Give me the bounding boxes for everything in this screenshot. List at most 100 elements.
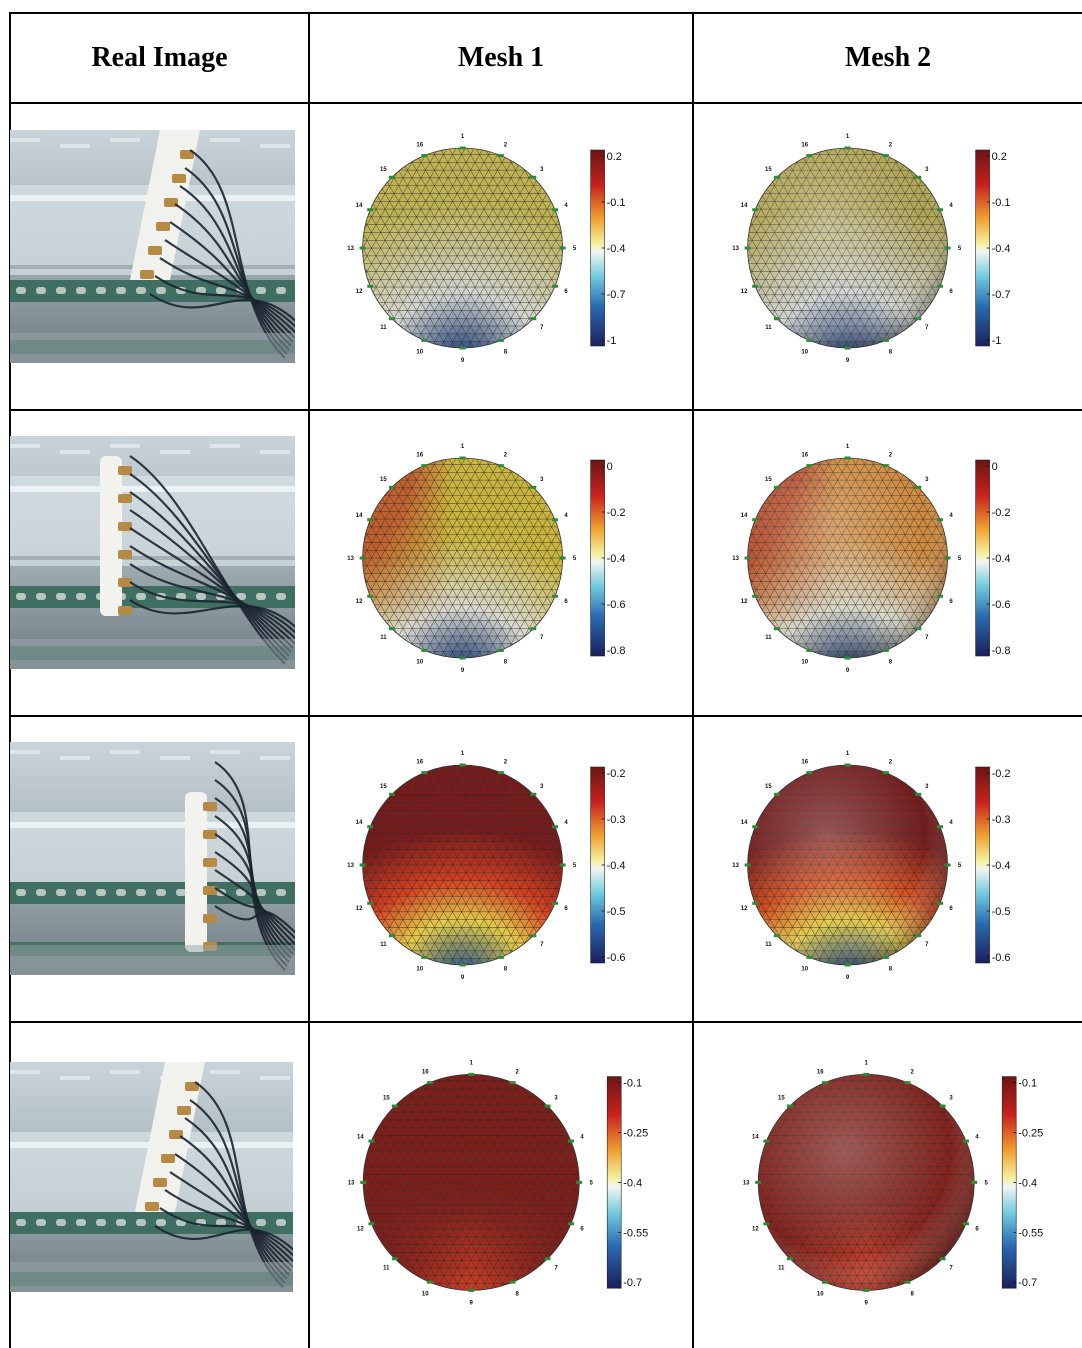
electrode-marker	[567, 1222, 574, 1226]
row-3-mesh-1: 1 2 3 4 5 6 7 8 9 10 11 12 13 14 15 16 -0.2 -0.3 -0.4 -0.5-…	[325, 735, 645, 985]
electrode-label: 11	[778, 1265, 785, 1271]
electrode-label: 7	[925, 635, 929, 641]
electrode-marker	[530, 792, 537, 796]
electrode-marker	[773, 792, 780, 796]
electrode-label: 13	[743, 1180, 750, 1186]
electrode-marker	[752, 208, 759, 212]
colorbar-tick-label: -0.5	[992, 906, 1011, 918]
electrode-marker	[971, 1180, 978, 1184]
electrode-label: 4	[975, 1134, 979, 1140]
mesh-triangles	[362, 765, 563, 965]
electrode-marker	[551, 208, 558, 212]
electrode-marker	[388, 627, 395, 631]
electrode-label: 16	[422, 1070, 429, 1076]
electrode-label: 12	[752, 1226, 759, 1232]
electrode-marker	[806, 648, 813, 652]
electrode-label: 15	[765, 477, 772, 483]
electrode-marker	[359, 556, 366, 560]
electrode-marker	[509, 1081, 516, 1085]
electrode-marker	[497, 955, 504, 959]
electrode-label: 2	[504, 453, 508, 459]
electrode-marker	[752, 284, 759, 288]
colorbar-tick-label: -1	[992, 335, 1002, 347]
electrode-label: 3	[949, 1096, 953, 1102]
electrode-marker	[388, 792, 395, 796]
electrode-marker	[882, 464, 889, 468]
electrode-marker	[360, 1180, 367, 1184]
colorbar-tick-label: -0.2	[992, 768, 1011, 780]
electrode-marker	[806, 338, 813, 342]
electrode-label: 6	[949, 289, 953, 295]
electrode-marker	[551, 518, 558, 522]
mesh-plot: 12345678910111213141516-0.1-0.25-0.4-0.5…	[743, 1060, 1043, 1306]
electrode-marker	[882, 955, 889, 959]
colorbar-tick-label: -0.4	[607, 243, 626, 255]
electrode-label: 12	[356, 906, 363, 912]
row-2-mesh-2: 1 2 3 4 5 6 7 8 9 10 11 12 13 14 15 16 0 -0.2 -0.4 -0.6 -0.8	[710, 428, 1030, 678]
electrode-label: 11	[383, 1265, 390, 1271]
colorbar-tick-label: -0.2	[607, 768, 626, 780]
electrode-label: 16	[416, 453, 423, 459]
electrode-marker	[559, 556, 566, 560]
table-left-border	[9, 12, 11, 1348]
electrode-marker	[915, 317, 922, 321]
electrode-label: 6	[949, 599, 953, 605]
electrode-label: 14	[356, 513, 363, 519]
colorbar-tick-label: -0.4	[992, 860, 1011, 872]
electrode-label: 15	[380, 784, 387, 790]
electrode-marker	[821, 1081, 828, 1085]
electrode-marker	[367, 901, 374, 905]
electrode-label: 11	[765, 635, 772, 641]
colorbar-tick-label: -0.6	[607, 952, 626, 964]
electrode-label: 12	[356, 599, 363, 605]
electrode-label: 1	[846, 134, 850, 140]
electrode-label: 5	[958, 246, 962, 252]
electrode-label: 7	[554, 1265, 558, 1271]
electrode-marker	[806, 154, 813, 158]
electrode-label: 7	[540, 325, 544, 331]
col-2-right-border	[692, 12, 694, 1348]
electrode-marker	[421, 955, 428, 959]
electrode-label: 10	[416, 966, 423, 972]
colorbar-tick-label: -0.4	[623, 1177, 642, 1189]
electrode-marker	[421, 771, 428, 775]
colorbar-tick-label: -0.55	[1018, 1227, 1043, 1239]
electrode-marker	[773, 627, 780, 631]
mesh-plot: 12345678910111213141516-0.1-0.25-0.4-0.5…	[348, 1060, 648, 1306]
colorbar-tick-label: -0.7	[992, 289, 1011, 301]
electrode-marker	[936, 518, 943, 522]
colorbar-tick-label: -0.8	[607, 645, 626, 657]
electrode-marker	[944, 246, 951, 250]
electrode-label: 1	[846, 751, 850, 757]
electrode-label: 5	[573, 863, 577, 869]
electrode-label: 13	[732, 246, 739, 252]
colorbar-tick-label: 0.2	[607, 151, 622, 163]
electrode-marker	[530, 934, 537, 938]
electrode-label: 8	[515, 1291, 519, 1297]
electrode-marker	[368, 1139, 375, 1143]
electrode-marker	[863, 1288, 870, 1292]
electrode-label: 7	[540, 635, 544, 641]
table-top-border	[9, 12, 1082, 14]
electrode-label: 13	[732, 863, 739, 869]
colorbar-tick-label: -0.4	[1018, 1177, 1037, 1189]
electrode-label: 15	[778, 1096, 785, 1102]
colorbar-tick-label: 0	[992, 461, 998, 473]
colorbar-tick-label: -0.4	[607, 860, 626, 872]
electrode-label: 2	[504, 143, 508, 149]
electrode-label: 5	[573, 246, 577, 252]
electrode-marker	[421, 464, 428, 468]
electrode-label: 6	[949, 906, 953, 912]
row-4-mesh-1: 1 2 3 4 5 6 7 8 9 10 11 12 13 14 15 16 -0.1 -0.25 -0.4 -0.5…	[325, 1042, 665, 1312]
electrode-label: 14	[741, 513, 748, 519]
electrode-label: 3	[540, 784, 544, 790]
header-real-image: Real Image	[91, 42, 228, 73]
electrode-label: 11	[380, 325, 387, 331]
electrode-marker	[388, 175, 395, 179]
electrode-label: 4	[580, 1134, 584, 1140]
electrode-label: 4	[949, 513, 953, 519]
electrode-label: 11	[380, 635, 387, 641]
electrode-label: 16	[817, 1070, 824, 1076]
electrode-marker	[359, 863, 366, 867]
electrode-label: 3	[554, 1096, 558, 1102]
